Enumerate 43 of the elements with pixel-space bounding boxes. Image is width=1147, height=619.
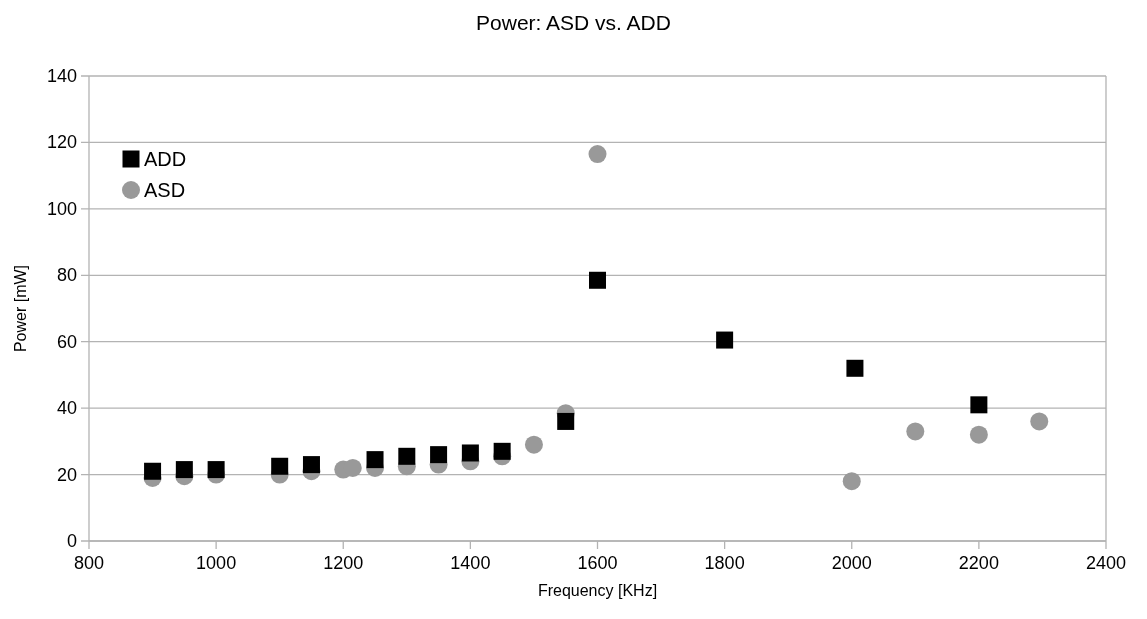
point (557, 412, 575, 430)
point (524, 435, 543, 454)
y-tick-label: 40 (56, 398, 77, 419)
point (846, 359, 864, 377)
y-tick-label: 20 (56, 464, 77, 485)
x-tick-label: 1000 (196, 553, 237, 573)
x-axis-title: Frequency [KHz] (537, 582, 658, 599)
legend-label: ADD (144, 148, 187, 170)
point (366, 451, 384, 469)
point (1030, 412, 1049, 431)
x-tick-label: 800 (73, 553, 105, 573)
point (271, 457, 289, 475)
legend-label: ASD (144, 179, 186, 201)
point (175, 461, 193, 479)
point (207, 461, 225, 479)
point (589, 271, 606, 289)
chart-title: Power: ASD vs. ADD (476, 11, 671, 34)
point (969, 425, 988, 444)
y-tick-label: 80 (56, 265, 77, 286)
point (842, 472, 861, 491)
point (144, 462, 162, 480)
point (906, 422, 925, 441)
x-tick-label: 2000 (831, 553, 872, 573)
x-tick-label: 1800 (704, 553, 745, 573)
point (302, 456, 320, 474)
y-tick-label: 100 (46, 198, 77, 219)
y-tick-label: 60 (56, 331, 77, 352)
y-tick-label: 120 (46, 132, 77, 153)
x-tick-label: 1400 (450, 553, 491, 573)
point (461, 444, 479, 462)
x-tick-label: 2200 (958, 553, 999, 573)
point (970, 396, 988, 414)
point (493, 442, 511, 460)
y-axis-title: Power [mW] (12, 264, 29, 353)
x-tick-label: 2400 (1085, 553, 1127, 573)
point (430, 446, 448, 464)
y-tick-label: 140 (46, 66, 77, 86)
y-tick-label: 0 (66, 531, 77, 551)
point (716, 331, 734, 349)
x-tick-label: 1600 (577, 553, 618, 573)
point (588, 145, 607, 164)
point (398, 447, 416, 465)
x-tick-label: 1200 (323, 553, 364, 573)
